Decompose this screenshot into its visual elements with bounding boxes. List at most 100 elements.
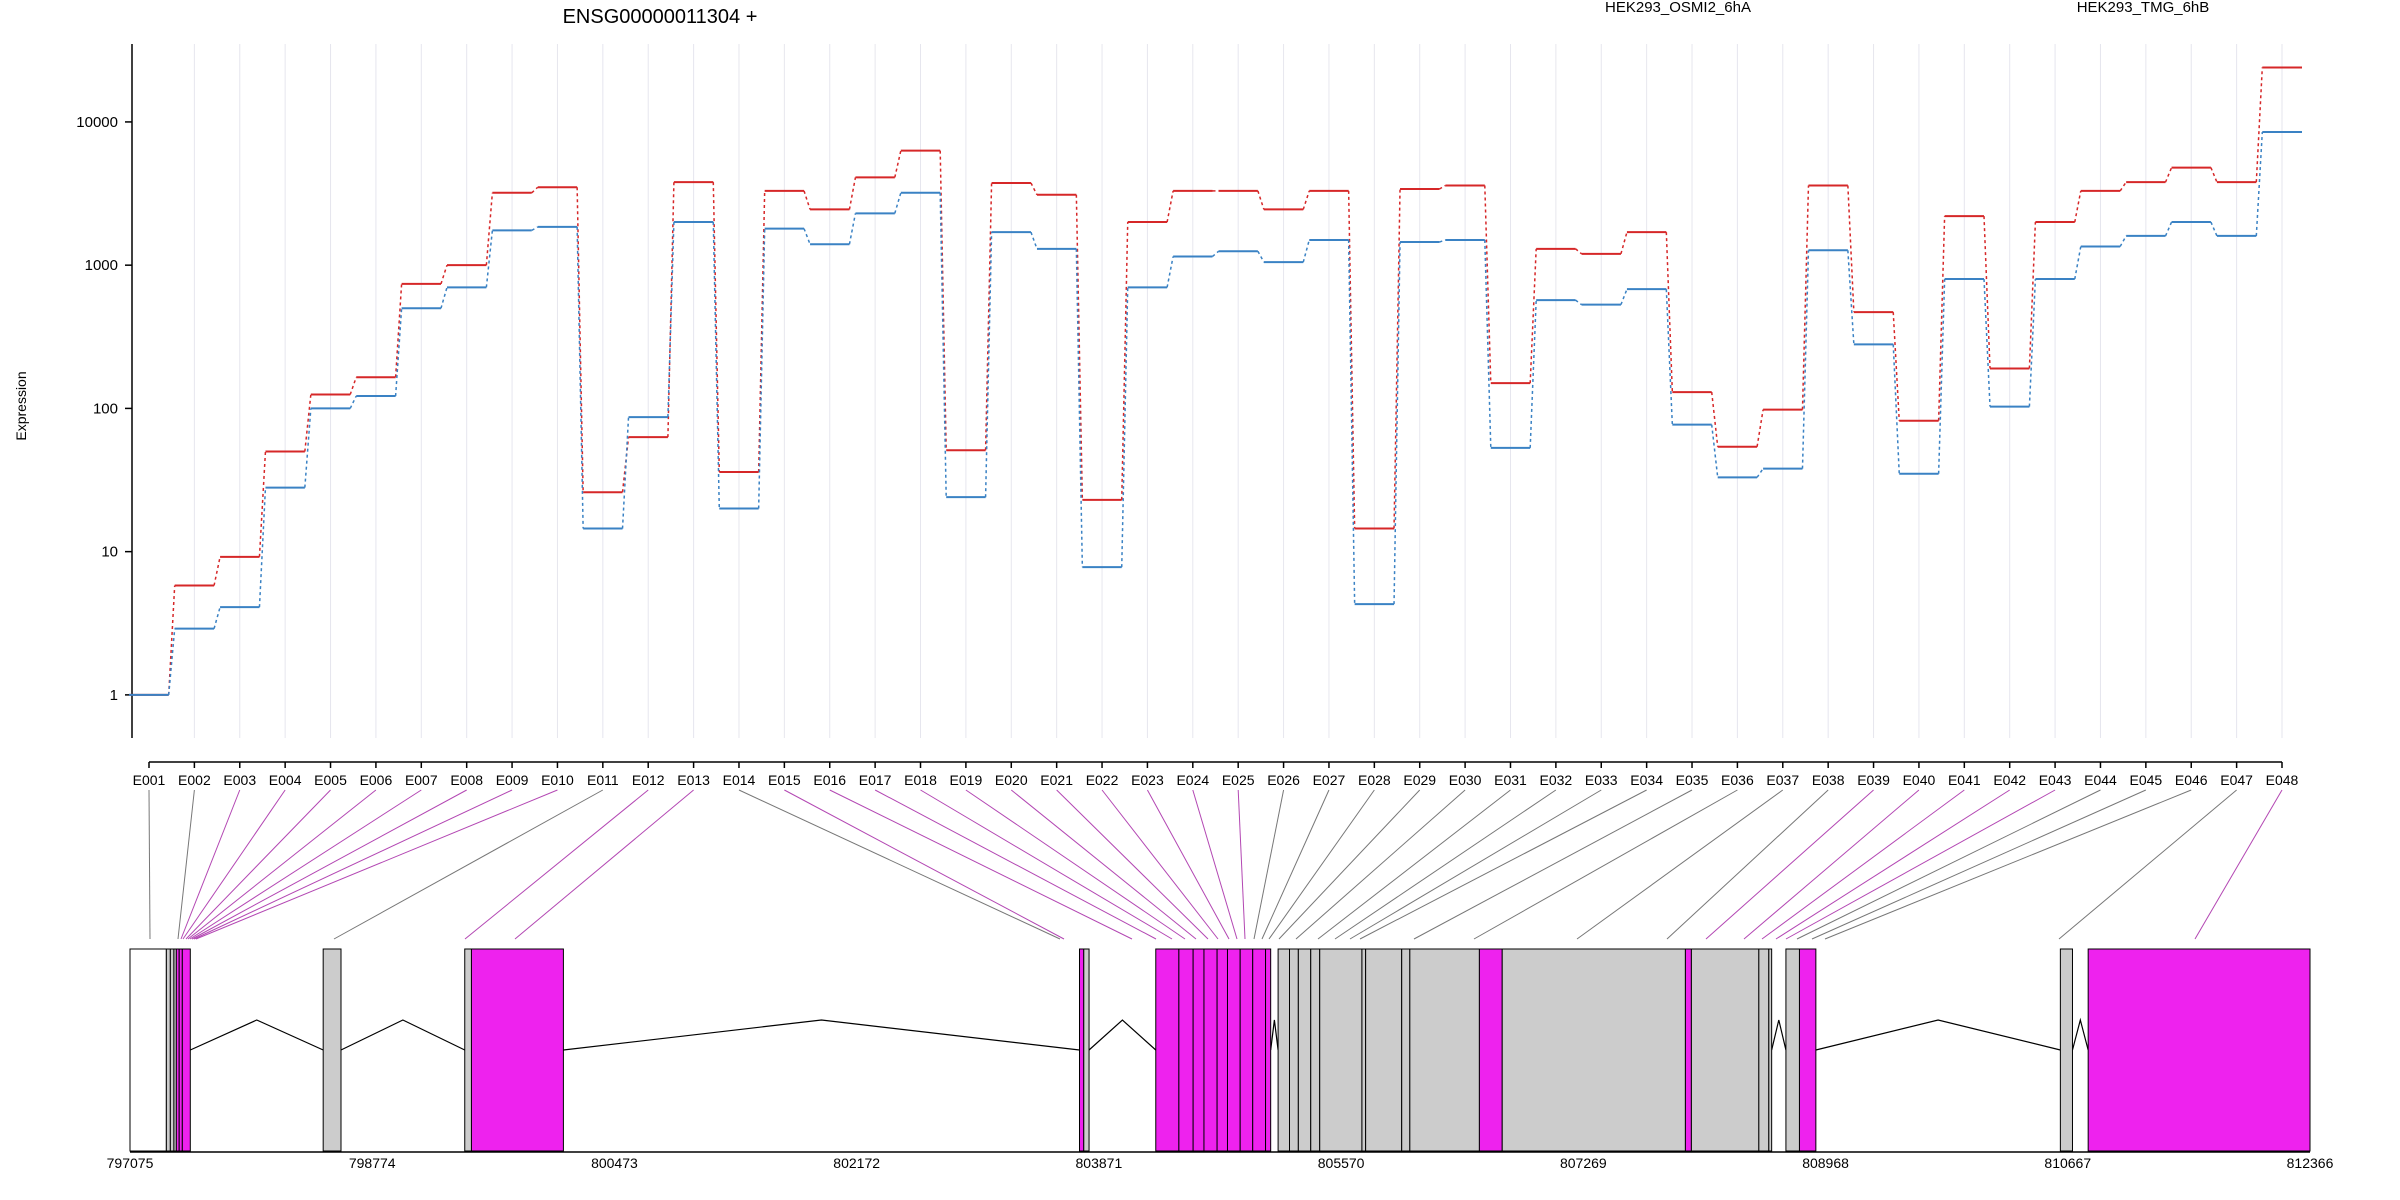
x-tick-label-E023: E023 xyxy=(1131,772,1164,788)
step-E043 xyxy=(2074,246,2082,280)
y-tick-label-1000: 1000 xyxy=(85,257,118,274)
x-tick-label-E016: E016 xyxy=(813,772,846,788)
step-E007 xyxy=(440,264,448,285)
step-E027 xyxy=(1347,190,1356,529)
gene-tick-label-810667: 810667 xyxy=(2044,1155,2091,1171)
intron-4 xyxy=(1270,1019,1279,1051)
connector-E040 xyxy=(1743,789,1920,940)
x-tick-label-E046: E046 xyxy=(2175,772,2208,788)
step-E018 xyxy=(939,150,947,451)
x-tick-label-E013: E013 xyxy=(677,772,710,788)
exon-bin-39 xyxy=(2087,948,2311,1152)
connector-E010 xyxy=(195,789,558,940)
exon-bin-36 xyxy=(1785,948,1800,1152)
exon-bin-22 xyxy=(1289,948,1299,1152)
step-E017 xyxy=(894,192,902,214)
x-tick-label-E038: E038 xyxy=(1812,772,1845,788)
step-E021 xyxy=(1075,194,1084,500)
step-E047 xyxy=(2255,131,2264,236)
connector-E032 xyxy=(1334,789,1557,940)
exon-bin-20 xyxy=(1265,948,1272,1152)
step-E004 xyxy=(304,408,312,488)
exon-bin-14 xyxy=(1192,948,1205,1152)
step-E029 xyxy=(1439,184,1446,190)
step-E047 xyxy=(2255,67,2264,183)
exon-bin-13 xyxy=(1178,948,1194,1152)
series-lines xyxy=(129,66,2302,696)
connector-E016 xyxy=(829,789,1133,940)
x-tick-label-E019: E019 xyxy=(950,772,983,788)
exon-bin-37 xyxy=(1798,948,1817,1152)
x-tick-label-E033: E033 xyxy=(1585,772,1618,788)
exon-bin-19 xyxy=(1252,948,1267,1152)
x-tick-label-E002: E002 xyxy=(178,772,211,788)
connector-E047 xyxy=(2058,789,2237,940)
exon-bin-35 xyxy=(1768,948,1773,1152)
bin-connectors xyxy=(148,789,2283,940)
x-tick-label-E005: E005 xyxy=(314,772,347,788)
exon-bin-2 xyxy=(169,948,175,1152)
exon-bin-31 xyxy=(1501,948,1686,1152)
gene-tick-label-812366: 812366 xyxy=(2287,1155,2334,1171)
step-E018 xyxy=(939,192,947,498)
step-E036 xyxy=(1756,409,1764,447)
step-E023 xyxy=(1166,256,1174,288)
connector-E003 xyxy=(180,789,241,940)
connector-E034 xyxy=(1359,789,1647,940)
x-tick-label-E009: E009 xyxy=(496,772,529,788)
intron-2 xyxy=(563,1019,1080,1051)
exon-bin-26 xyxy=(1361,948,1367,1152)
step-E041 xyxy=(1983,216,1991,369)
exon-bin-10 xyxy=(1078,948,1085,1152)
step-E033 xyxy=(1620,288,1628,305)
x-tick-label-E034: E034 xyxy=(1630,772,1663,788)
connector-E030 xyxy=(1295,789,1466,940)
connector-E019 xyxy=(965,789,1186,940)
connector-E045 xyxy=(1811,789,2147,940)
step-E044 xyxy=(2119,235,2127,247)
step-E016 xyxy=(848,177,857,210)
connector-E043 xyxy=(1785,789,2056,940)
step-E034 xyxy=(1665,289,1674,425)
x-tick-label-E015: E015 xyxy=(768,772,801,788)
x-tick-label-E045: E045 xyxy=(2129,772,2162,788)
step-E002 xyxy=(213,556,221,586)
gene-model-track xyxy=(129,948,2311,1152)
exon-bin-33 xyxy=(1690,948,1760,1152)
connector-E020 xyxy=(1010,789,1197,940)
exon-bin-11 xyxy=(1083,948,1090,1152)
x-tick-label-E030: E030 xyxy=(1449,772,1482,788)
connector-E027 xyxy=(1261,789,1330,940)
exon-bin-21 xyxy=(1277,948,1291,1152)
connector-E018 xyxy=(920,789,1173,940)
step-E046 xyxy=(2210,167,2218,183)
legend-entry-osmi2: HEK293_OSMI2_6hA xyxy=(1605,0,1751,16)
step-E003 xyxy=(258,487,267,608)
step-E036 xyxy=(1756,468,1764,478)
connector-E039 xyxy=(1705,789,1874,940)
connector-E023 xyxy=(1146,789,1230,940)
step-E020 xyxy=(1030,231,1038,250)
y-tick-label-10: 10 xyxy=(101,544,118,561)
exon-bin-12 xyxy=(1155,948,1180,1152)
x-tick-label-E031: E031 xyxy=(1494,772,1527,788)
y-axis-label: Expression xyxy=(13,371,29,440)
connector-E006 xyxy=(187,789,377,940)
gene-coordinate-axis: 797075 798774 800473 802172 803871 805570 8072… xyxy=(107,1151,2334,1171)
intron-3 xyxy=(1088,1019,1157,1051)
step-E013 xyxy=(712,222,721,509)
x-tick-label-E020: E020 xyxy=(995,772,1028,788)
step-E019 xyxy=(984,232,993,498)
connector-E046 xyxy=(1824,789,2192,940)
exon-bin-25 xyxy=(1319,948,1363,1152)
step-E044 xyxy=(2119,181,2127,192)
intron-5 xyxy=(1771,1019,1787,1051)
step-E043 xyxy=(2074,190,2082,223)
x-tick-label-E026: E026 xyxy=(1267,772,1300,788)
step-E012 xyxy=(667,222,675,418)
step-E007 xyxy=(440,287,448,309)
connector-E048 xyxy=(2194,789,2283,940)
connector-E029 xyxy=(1278,789,1421,940)
step-E038 xyxy=(1847,250,1855,345)
